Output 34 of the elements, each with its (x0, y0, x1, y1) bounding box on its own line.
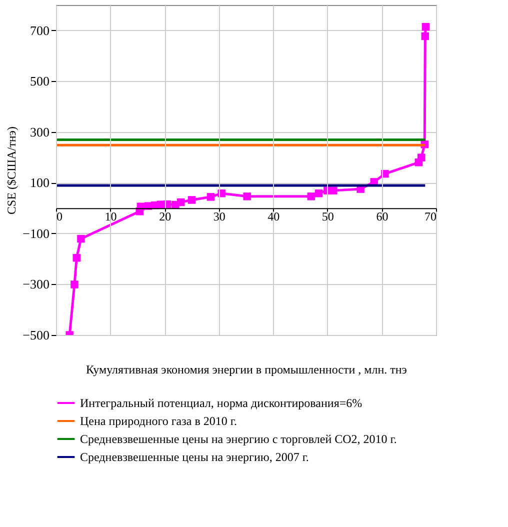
point (417, 154, 426, 162)
x-tick-label: 50 (322, 210, 334, 224)
point (72, 254, 80, 262)
point (307, 192, 316, 200)
y-tick-label: 100 (30, 175, 50, 190)
x-tick-label: 20 (159, 210, 172, 224)
point (77, 234, 85, 243)
legend-label: Цена природного газа в 2010 г. (80, 414, 237, 428)
y-tick-label: −500 (22, 328, 50, 342)
point (314, 189, 323, 198)
y-tick-label: 500 (30, 74, 50, 89)
point (206, 193, 215, 201)
y-tick-label: 300 (30, 124, 50, 140)
x-tick-label: 70 (424, 210, 436, 224)
x-axis-title: Кумулятивная экономия энергии в промышленности , млн. тнэ (86, 362, 407, 376)
x-tick-label: 30 (213, 210, 226, 224)
point (330, 186, 338, 194)
point (421, 32, 430, 40)
x-tick-label: 60 (376, 210, 388, 224)
legend-label: Средневзвешенные цены на энергию с торговлей CO2, 2010 г. (80, 432, 397, 446)
point (243, 192, 251, 200)
point (176, 198, 185, 206)
x-tick-label: 10 (104, 210, 117, 224)
legend-label: Интегральный потенциал, норма дисконтирования=6% (80, 396, 362, 410)
x-tick-label: 0 (56, 210, 62, 224)
y-tick-label: 700 (30, 22, 50, 38)
x-tick-label: 40 (268, 210, 280, 224)
y-tick-label: −300 (22, 276, 50, 292)
point (422, 22, 430, 31)
legend-label: Средневзвешенные цены на энергию, 2007 г. (80, 450, 309, 464)
y-tick-label: −100 (22, 226, 50, 241)
y-axis-title: CSE ($США/тнэ) (4, 126, 19, 214)
point (70, 280, 78, 288)
point (188, 196, 196, 204)
